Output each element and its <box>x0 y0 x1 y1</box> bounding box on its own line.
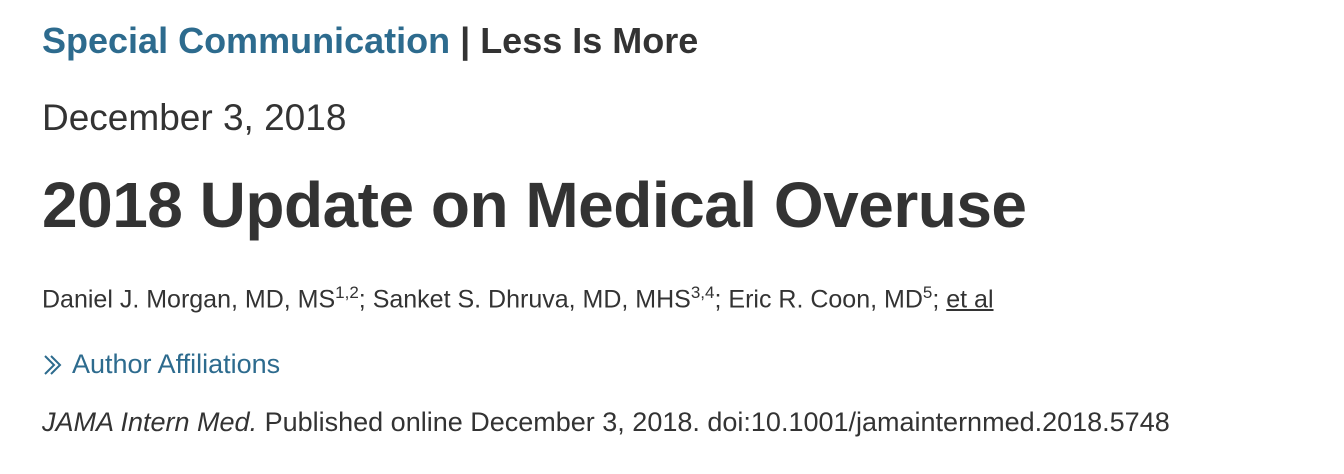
title: 2018 Update on Medical Overuse <box>42 169 1027 241</box>
author-separator: ; <box>714 285 722 314</box>
article-type[interactable]: Special Communication <box>42 20 451 61</box>
more-authors[interactable]: et al <box>946 285 994 314</box>
author-separator: ; <box>932 285 940 314</box>
author-name: Eric R. Coon, MD <box>728 285 923 314</box>
citation: JAMA Intern Med. Published online Decemb… <box>42 407 1170 438</box>
author-name: Daniel J. Morgan, MD, MS <box>42 285 336 314</box>
author-affiliations: 1,2 <box>335 283 359 302</box>
section[interactable]: Less Is More <box>480 20 699 61</box>
chevron-icon <box>44 354 62 375</box>
affiliations-link[interactable]: Author Affiliations <box>42 349 280 380</box>
authors: Daniel J. Morgan, MD, MS1,2; Sanket S. D… <box>42 283 994 314</box>
author-affiliations: 3,4 <box>690 283 715 302</box>
separator: | <box>460 20 471 61</box>
citation-details: Published online December 3, 2018. doi:1… <box>264 407 1170 437</box>
author-separator: ; <box>358 285 366 314</box>
affiliations-text[interactable]: Author Affiliations <box>72 349 281 379</box>
date: December 3, 2018 <box>42 97 347 138</box>
author-affiliations: 5 <box>922 283 933 302</box>
header: Special Communication | Less Is More <box>42 20 698 62</box>
journal: JAMA Intern Med. <box>42 407 258 437</box>
author-name: Sanket S. Dhruva, MD, MHS <box>372 285 691 314</box>
